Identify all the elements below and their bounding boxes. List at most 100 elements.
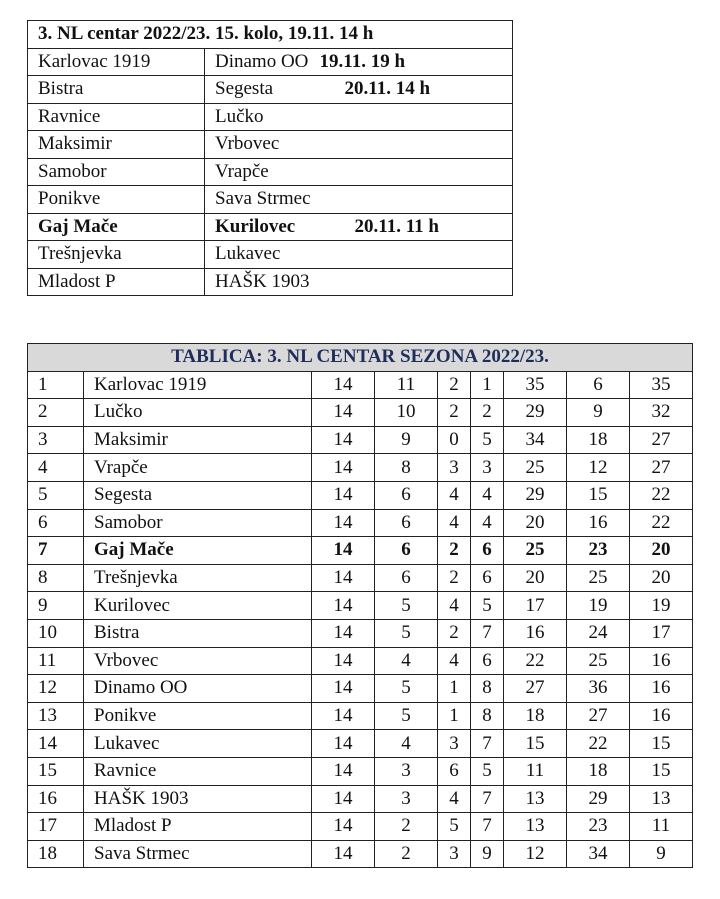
draws-cell: 6 [436,756,471,786]
played-cell: 14 [311,674,375,703]
draws-cell: 3 [436,729,471,758]
draws-cell: 2 [436,398,471,427]
played-cell: 14 [311,701,375,731]
wins-cell: 6 [373,480,438,510]
goals-for-cell: 15 [503,729,567,758]
points-cell: 35 [628,370,694,400]
team-cell: Samobor [83,508,312,538]
losses-cell: 5 [469,591,505,620]
fixture-row: Maksimir Vrbovec [27,130,513,159]
home-team: Bistra [27,75,205,104]
away-team: Kurilovec [215,215,296,237]
team-cell: Sava Strmec [83,839,312,869]
team-cell: Bistra [83,618,312,648]
played-cell: 14 [311,729,375,758]
rank-cell: 2 [27,398,84,427]
losses-cell: 9 [469,839,505,869]
away-cell: Lučko [204,102,513,131]
team-cell: Trešnjevka [83,563,312,593]
draws-cell: 0 [436,425,471,455]
points-cell: 17 [628,618,694,648]
fixture-row: Gaj Mače Kurilovec 20.11. 11 h [27,212,513,241]
standings-title: TABLICA: 3. NL CENTAR SEZONA 2022/23. [27,343,693,372]
goals-against-cell: 29 [566,784,630,814]
played-cell: 14 [311,370,375,400]
goals-for-cell: 16 [503,618,567,648]
match-time: 20.11. 14 h [344,78,431,100]
away-cell: HAŠK 1903 [204,267,513,296]
goals-for-cell: 35 [503,370,567,400]
fixtures-table: 3. NL centar 2022/23. 15. kolo, 19.11. 1… [27,20,513,296]
goals-for-cell: 29 [503,398,567,427]
standings-row: 15 Ravnice 14 3 6 5 11 18 15 [27,756,694,786]
away-team: Sava Strmec [215,188,311,210]
losses-cell: 1 [469,370,505,400]
team-cell: Vrbovec [83,646,312,676]
played-cell: 14 [311,480,375,510]
goals-against-cell: 36 [566,674,630,703]
draws-cell: 4 [436,508,471,538]
wins-cell: 5 [373,591,438,620]
goals-against-cell: 34 [566,839,630,869]
away-cell: Lukavec [204,240,513,269]
played-cell: 14 [311,508,375,538]
away-team: Dinamo OO [215,50,309,72]
away-team: Lučko [215,105,264,127]
goals-for-cell: 11 [503,756,567,786]
away-cell: Dinamo OO 19.11. 19 h [204,47,513,76]
rank-cell: 10 [27,618,84,648]
points-cell: 11 [628,812,694,841]
draws-cell: 3 [436,839,471,869]
wins-cell: 11 [373,370,438,400]
rank-cell: 17 [27,812,84,841]
wins-cell: 4 [373,729,438,758]
draws-cell: 2 [436,618,471,648]
team-cell: Gaj Mače [83,536,312,565]
goals-against-cell: 25 [566,646,630,676]
losses-cell: 4 [469,508,505,538]
draws-cell: 2 [436,536,471,565]
standings-row: 18 Sava Strmec 14 2 3 9 12 34 9 [27,839,694,869]
points-cell: 15 [628,756,694,786]
goals-for-cell: 20 [503,508,567,538]
played-cell: 14 [311,453,375,482]
rank-cell: 1 [27,370,84,400]
draws-cell: 1 [436,674,471,703]
goals-for-cell: 20 [503,563,567,593]
rank-cell: 11 [27,646,84,676]
points-cell: 22 [628,480,694,510]
wins-cell: 6 [373,508,438,538]
points-cell: 15 [628,729,694,758]
standings-row: 1 Karlovac 1919 14 11 2 1 35 6 35 [27,370,694,400]
match-time: 19.11. 19 h [319,50,406,72]
draws-cell: 3 [436,453,471,482]
wins-cell: 10 [373,398,438,427]
played-cell: 14 [311,618,375,648]
rank-cell: 18 [27,839,84,869]
team-cell: Ravnice [83,756,312,786]
rank-cell: 16 [27,784,84,814]
goals-for-cell: 18 [503,701,567,731]
wins-cell: 4 [373,646,438,676]
standings-row: 5 Segesta 14 6 4 4 29 15 22 [27,480,694,510]
losses-cell: 6 [469,536,505,565]
standings-row: 17 Mladost P 14 2 5 7 13 23 11 [27,812,694,841]
wins-cell: 3 [373,756,438,786]
losses-cell: 6 [469,563,505,593]
match-time: 20.11. 11 h [354,215,439,237]
wins-cell: 5 [373,618,438,648]
played-cell: 14 [311,536,375,565]
standings-row: 11 Vrbovec 14 4 4 6 22 25 16 [27,646,694,676]
fixture-row: Mladost P HAŠK 1903 [27,267,513,296]
rank-cell: 4 [27,453,84,482]
rank-cell: 3 [27,425,84,455]
played-cell: 14 [311,425,375,455]
losses-cell: 8 [469,674,505,703]
fixture-row: Samobor Vrapče [27,157,513,186]
played-cell: 14 [311,563,375,593]
draws-cell: 2 [436,370,471,400]
standings-row: 3 Maksimir 14 9 0 5 34 18 27 [27,425,694,455]
wins-cell: 6 [373,536,438,565]
points-cell: 16 [628,674,694,703]
standings-row: 2 Lučko 14 10 2 2 29 9 32 [27,398,694,427]
